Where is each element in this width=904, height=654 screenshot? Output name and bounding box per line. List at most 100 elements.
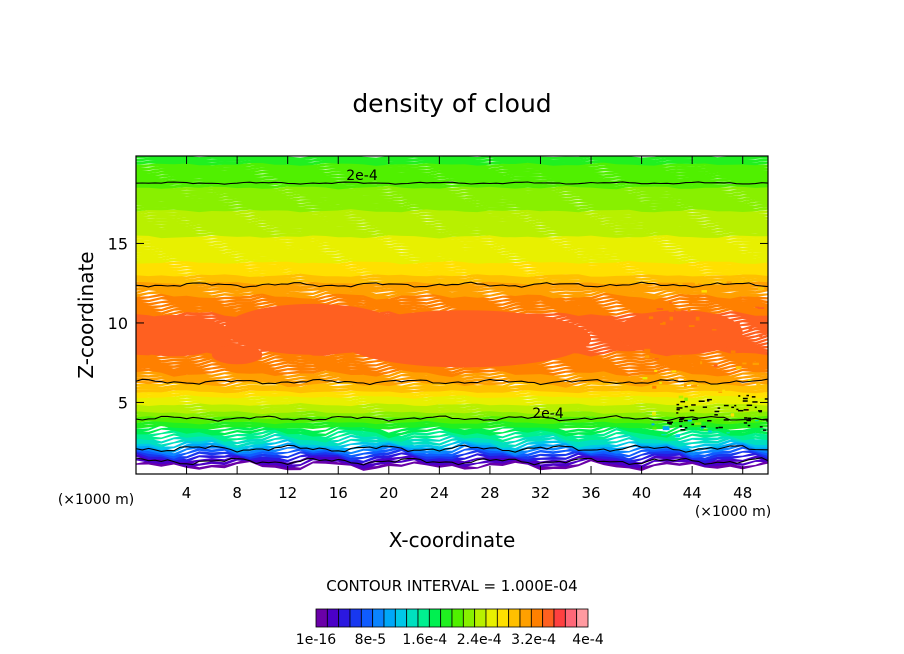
contour-fragment [731, 406, 735, 409]
contour-label: 2e-4 [532, 406, 564, 422]
contour-fragment [715, 427, 719, 429]
turbulence-speck [642, 377, 648, 380]
contour-fragment [738, 395, 741, 397]
contour-fragment [742, 397, 748, 400]
contour-fragment [743, 409, 749, 411]
turbulence-speck [657, 319, 663, 324]
contour-band [136, 255, 768, 262]
turbulence-speck [756, 382, 761, 386]
turbulence-speck [661, 434, 667, 436]
turbulence-speck [736, 321, 740, 325]
contour-band [136, 270, 768, 278]
contour-band [136, 448, 768, 461]
contour-fragment [691, 404, 696, 406]
turbulence-speck [702, 421, 709, 425]
contour-band [136, 267, 768, 275]
contour-band [136, 317, 768, 329]
contour-fragment [676, 403, 680, 406]
density-core-patch [211, 345, 263, 365]
turbulence-speck [712, 379, 718, 381]
turbulence-speck [652, 426, 657, 430]
turbulence-speck [671, 370, 677, 373]
turbulence-speck [654, 369, 658, 373]
turbulence-speck [687, 308, 691, 312]
contour-fragment [746, 404, 753, 407]
turbulence-speck [713, 364, 718, 367]
contour-fragment [744, 417, 748, 419]
contour-fragment [684, 427, 688, 429]
colorbar-swatch [508, 608, 521, 628]
turbulence-speck [747, 368, 753, 372]
contour-fragment [701, 425, 707, 428]
turbulence-patches [136, 281, 768, 438]
colorbar-swatch [326, 608, 340, 628]
contour-fragment [676, 407, 683, 409]
contour-band [136, 161, 768, 169]
contour-band [136, 320, 768, 331]
contour-fragment [717, 407, 721, 409]
colorbar-label: 1e-16 [296, 632, 336, 648]
contour-fragment [667, 422, 672, 424]
turbulence-speck [669, 316, 674, 321]
contour-fragment [743, 422, 748, 424]
turbulence-speck [678, 395, 684, 399]
contour-fragment [723, 404, 729, 407]
colorbar-swatch [564, 608, 578, 628]
turbulence-speck [742, 362, 747, 365]
turbulence-speck [726, 432, 730, 434]
colorbar-swatch [338, 608, 351, 628]
turbulence-speck [748, 379, 752, 382]
colorbar: 1e-16 8e-5 1.6e-4 2.4e-4 3.2e-4 4e-4 [296, 608, 604, 648]
y-axis-title: Z-coordinate [74, 251, 98, 378]
colorbar-swatch [462, 608, 476, 628]
colorbar-swatch [451, 608, 464, 628]
colorbar-swatch [474, 608, 487, 628]
x-tick-label: 12 [278, 484, 297, 502]
turbulence-speck [651, 423, 655, 426]
contour-fragment [759, 426, 763, 428]
turbulence-speck [730, 350, 736, 354]
contour-fragment [758, 410, 762, 413]
turbulence-speck [652, 385, 657, 389]
turbulence-speck [712, 329, 717, 331]
contour-fragment [714, 414, 718, 416]
contour-label: 2e-4 [346, 168, 378, 184]
contour-band [136, 427, 768, 441]
density-core-patch [136, 315, 231, 357]
turbulence-speck [662, 426, 670, 431]
turbulence-speck [730, 413, 735, 417]
turbulence-speck [688, 314, 695, 318]
contour-band [136, 278, 768, 285]
contour-band [136, 234, 768, 241]
x-tick-label: 4 [182, 484, 192, 502]
colorbar-swatch [372, 608, 385, 628]
contour-band [136, 265, 768, 272]
contour-line [136, 181, 768, 185]
contour-line [136, 281, 768, 288]
x-unit-label-left: (×1000 m) [58, 492, 134, 508]
contour-fragment [689, 409, 695, 412]
turbulence-speck [722, 389, 726, 394]
x-tick-label: 24 [430, 484, 449, 502]
contour-band [136, 399, 768, 407]
contour-fragment [680, 400, 686, 403]
turbulence-speck [701, 290, 707, 293]
contour-fragment [680, 429, 686, 431]
turbulence-speck [703, 428, 708, 431]
turbulence-speck [760, 329, 764, 333]
contour-band [136, 231, 768, 239]
density-core-patch [338, 310, 592, 368]
x-tick-label: 36 [581, 484, 600, 502]
contour-band [136, 275, 768, 283]
contour-fragment [706, 400, 710, 402]
turbulence-speck [645, 355, 650, 358]
y-tick-label: 15 [108, 234, 128, 253]
contour-band [136, 169, 768, 177]
contour-fragment [667, 421, 674, 424]
turbulence-speck [660, 321, 666, 325]
x-tick-label: 28 [480, 484, 499, 502]
contour-fragment [698, 400, 705, 402]
contour-interval: CONTOUR INTERVAL = 1.000E-04 [326, 577, 577, 595]
contour-line [136, 444, 768, 453]
x-tick-label: 48 [733, 484, 752, 502]
